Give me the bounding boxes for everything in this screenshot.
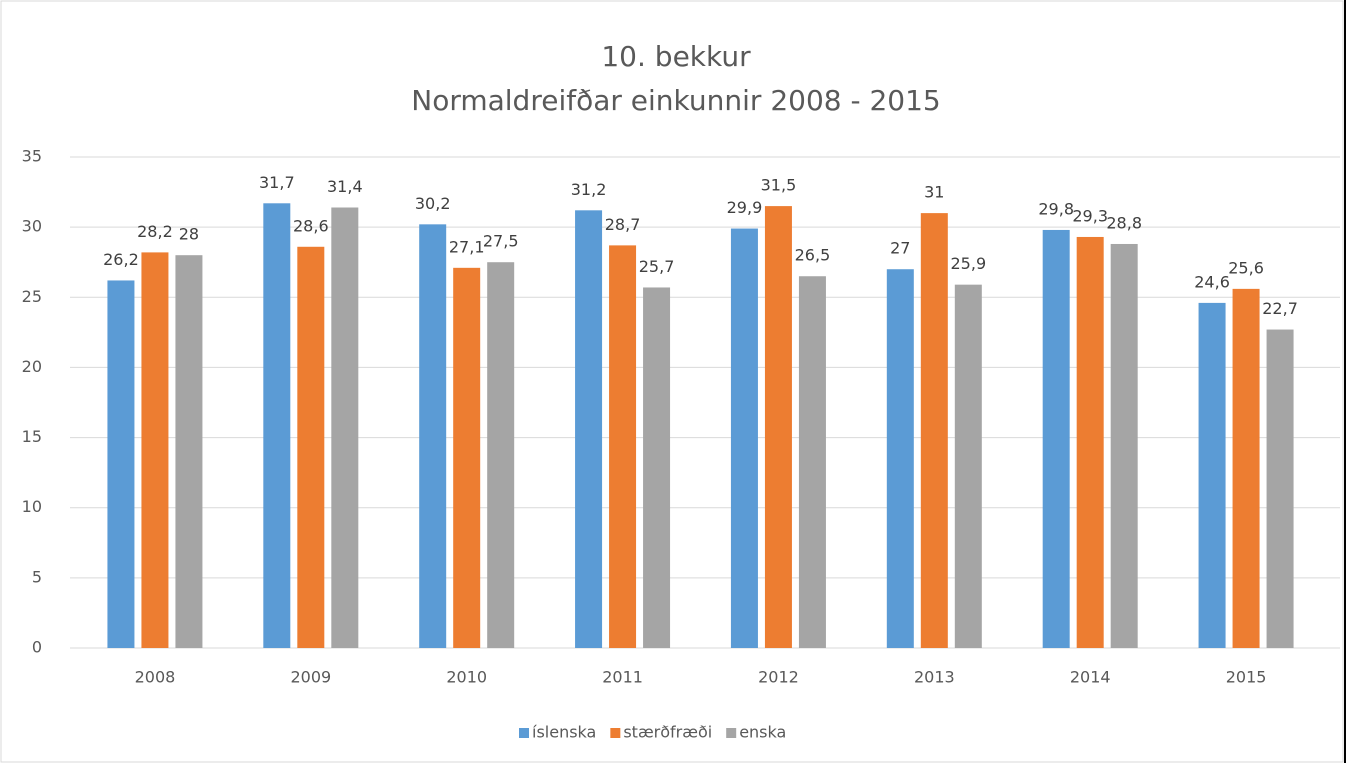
data-label: 29,9: [727, 198, 763, 217]
bar: [764, 206, 792, 648]
data-label: 25,9: [951, 254, 987, 273]
bar: [1266, 329, 1294, 648]
bar: [175, 255, 203, 648]
data-label: 27: [890, 239, 910, 258]
y-tick-label: 35: [22, 147, 42, 166]
data-label: 31,2: [571, 180, 607, 199]
data-label: 28,8: [1106, 213, 1142, 232]
data-label: 27,5: [483, 232, 519, 251]
bar: [886, 269, 914, 648]
y-tick-label: 15: [22, 427, 42, 446]
bar: [1076, 236, 1104, 648]
data-label: 24,6: [1194, 272, 1230, 291]
bar: [730, 228, 758, 648]
x-tick-label: 2013: [914, 668, 955, 687]
y-tick-label: 5: [32, 567, 42, 586]
data-label: 26,2: [103, 250, 139, 269]
bar: [575, 210, 603, 648]
data-label: 29,8: [1038, 199, 1074, 218]
x-tick-label: 2012: [758, 668, 799, 687]
legend-label: enska: [739, 723, 786, 742]
bar: [920, 213, 948, 648]
bar: [1042, 229, 1070, 648]
legend-swatch: [519, 728, 529, 738]
bar: [263, 203, 291, 648]
chart-subtitle: Normaldreifðar einkunnir 2008 - 2015: [411, 84, 941, 117]
data-label: 30,2: [415, 194, 451, 213]
bar: [609, 245, 637, 648]
x-tick-label: 2009: [290, 668, 331, 687]
data-label: 28,2: [137, 222, 173, 241]
y-tick-label: 0: [32, 638, 42, 657]
x-tick-label: 2015: [1226, 668, 1267, 687]
data-label: 25,7: [639, 257, 675, 276]
y-tick-label: 25: [22, 287, 42, 306]
bar: [487, 262, 515, 648]
bar: [798, 276, 826, 648]
data-label: 22,7: [1262, 299, 1298, 318]
bar: [141, 252, 169, 648]
bar: [107, 280, 135, 648]
bar: [1110, 243, 1138, 648]
data-label: 28: [179, 225, 199, 244]
bar: [643, 287, 671, 648]
bar: [297, 246, 325, 649]
bar: [331, 207, 359, 648]
legend-label: íslenska: [532, 723, 596, 742]
data-label: 26,5: [795, 246, 831, 265]
bar: [419, 224, 447, 648]
data-label: 25,6: [1228, 258, 1264, 277]
chart-title: 10. bekkur: [601, 40, 751, 73]
data-label: 27,1: [449, 237, 485, 256]
legend-label: stærðfræði: [623, 723, 712, 742]
x-tick-label: 2010: [446, 668, 487, 687]
data-label: 29,3: [1072, 206, 1108, 225]
x-tick-label: 2008: [135, 668, 176, 687]
data-label: 31: [924, 183, 944, 202]
data-label: 31,4: [327, 177, 363, 196]
x-tick-label: 2014: [1070, 668, 1111, 687]
data-label: 28,7: [605, 215, 641, 234]
legend-swatch: [610, 728, 621, 738]
y-tick-label: 10: [22, 497, 42, 516]
x-tick-label: 2011: [602, 668, 643, 687]
y-tick-label: 20: [22, 357, 42, 376]
data-label: 28,6: [293, 216, 329, 235]
bar: [954, 284, 982, 648]
legend-swatch: [726, 728, 737, 738]
data-label: 31,5: [761, 176, 797, 195]
bar: [1232, 288, 1260, 648]
bar: [453, 267, 481, 648]
data-label: 31,7: [259, 173, 295, 192]
bar: [1198, 302, 1226, 648]
y-tick-label: 30: [22, 217, 42, 236]
